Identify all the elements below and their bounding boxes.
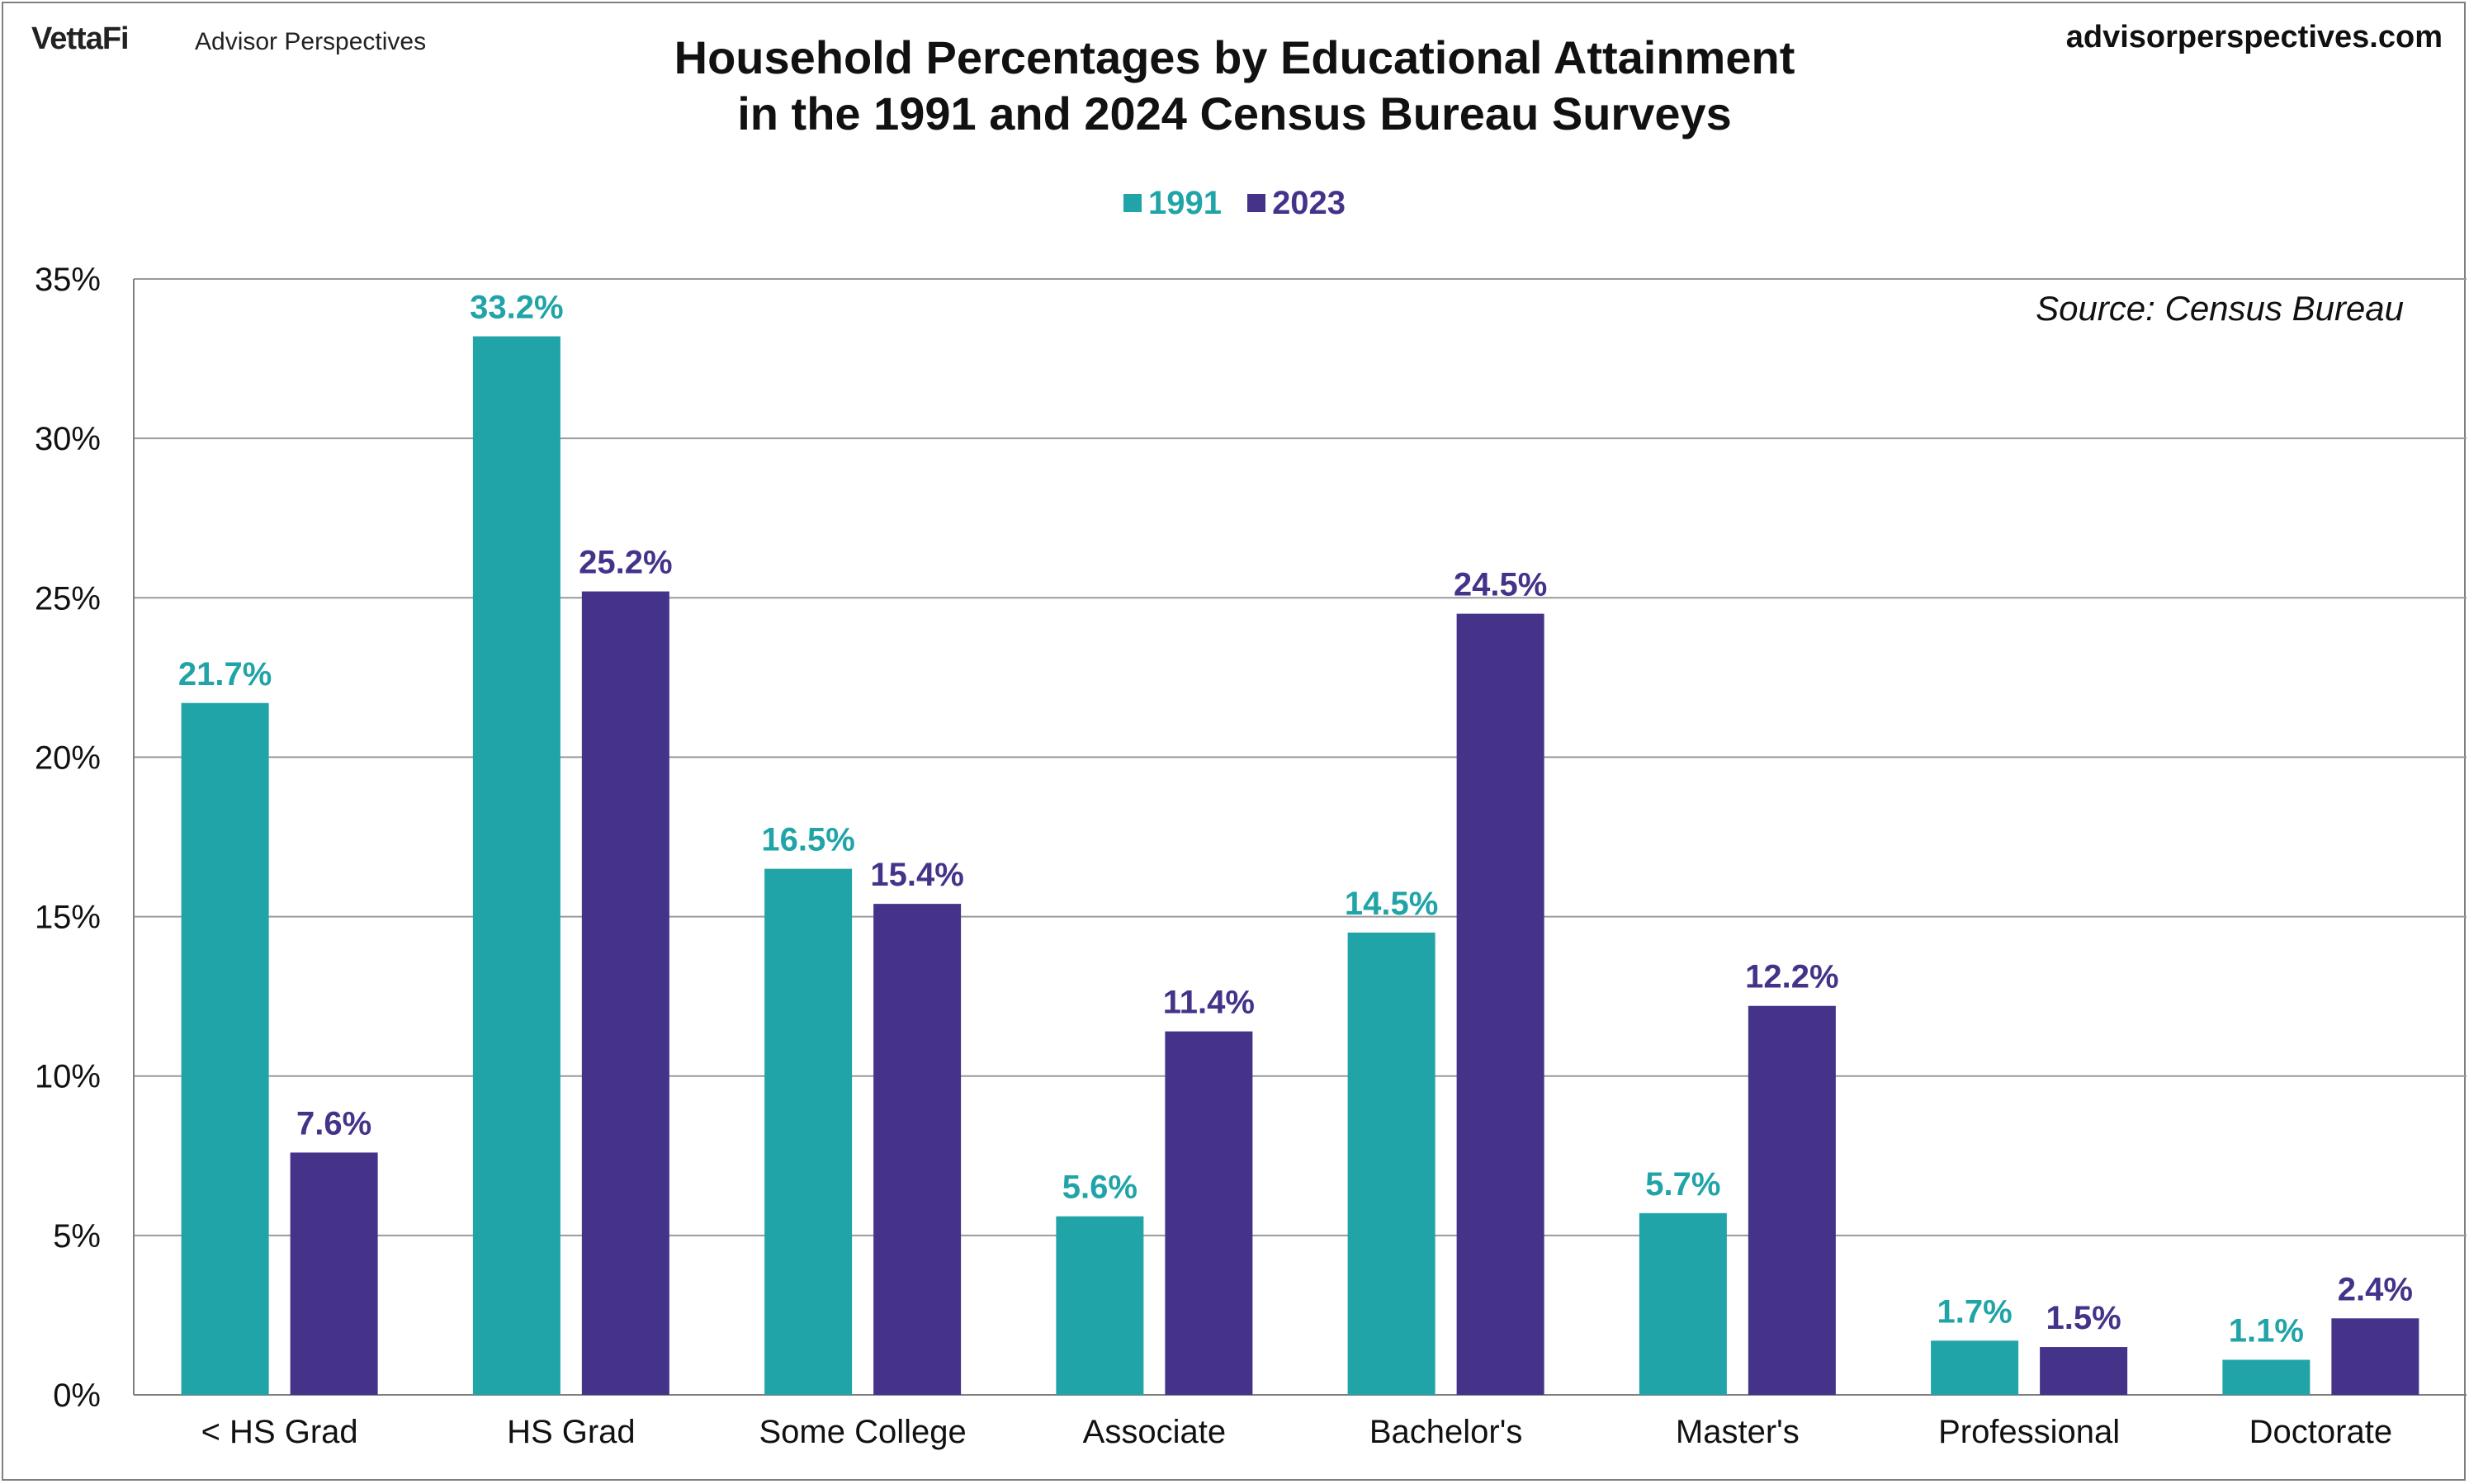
data-label-1991: 16.5% (761, 822, 854, 858)
data-label-2023: 7.6% (296, 1105, 371, 1141)
x-tick-label: HS Grad (507, 1414, 636, 1450)
bar-1991 (1639, 1212, 1727, 1395)
x-tick-label: Associate (1083, 1414, 1226, 1450)
bar-1991 (764, 868, 853, 1395)
bar-1991 (1347, 932, 1436, 1395)
chart-title-line1: Household Percentages by Educational Att… (674, 31, 1795, 83)
bar-1991 (472, 336, 560, 1395)
data-label-2023: 2.4% (2338, 1271, 2413, 1307)
y-tick-label: 20% (35, 740, 101, 776)
y-tick-label: 15% (35, 900, 101, 936)
y-tick-label: 5% (53, 1218, 101, 1255)
data-label-1991: 21.7% (178, 656, 272, 692)
y-tick-label: 25% (35, 580, 101, 617)
bar-2023 (2331, 1318, 2419, 1395)
bars (181, 336, 2419, 1395)
x-tick-label: Bachelor's (1369, 1414, 1523, 1450)
legend-label-2023: 2023 (1272, 184, 1346, 221)
bar-2023 (873, 904, 962, 1395)
data-label-1991: 1.1% (2229, 1313, 2304, 1349)
bar-2023 (1456, 613, 1544, 1395)
legend-label-1991: 1991 (1147, 184, 1222, 221)
bar-1991 (2222, 1359, 2311, 1395)
chart-title-line2: in the 1991 and 2024 Census Bureau Surve… (737, 87, 1732, 139)
bar-2023 (1748, 1005, 1836, 1395)
data-label-1991: 1.7% (1937, 1293, 2013, 1330)
x-tick-label: Master's (1676, 1414, 1800, 1450)
legend: 1991 2023 (0, 183, 2469, 222)
y-tick-label: 30% (35, 421, 101, 457)
site-url: advisorperspectives.com (2065, 20, 2443, 54)
bar-1991 (181, 702, 269, 1395)
bar-2023 (2040, 1347, 2128, 1395)
x-axis: < HS Grad HS Grad Some College Associate Bac… (201, 1414, 2393, 1450)
data-label-2023: 1.5% (2046, 1300, 2121, 1336)
data-label-1991: 33.2% (470, 290, 563, 326)
y-tick-label: 35% (35, 262, 101, 298)
y-tick-label: 0% (53, 1378, 101, 1414)
data-label-1991: 14.5% (1345, 886, 1438, 922)
legend-swatch-1991 (1123, 194, 1142, 212)
logo-subtitle: Advisor Perspectives (195, 28, 427, 55)
x-tick-label: Doctorate (2249, 1414, 2392, 1450)
vettafi-logo: VettaFi (31, 21, 130, 56)
data-label-2023: 25.2% (579, 545, 672, 581)
x-tick-label: Professional (1938, 1414, 2120, 1450)
data-labels: 21.7% 7.6% 33.2% 25.2% 16.5% 15.4% 5.6% 11.4% 14… (178, 290, 2413, 1349)
bar-2023 (1165, 1031, 1253, 1395)
data-label-2023: 11.4% (1163, 985, 1255, 1021)
legend-swatch-2023 (1247, 194, 1266, 212)
data-label-2023: 15.4% (870, 857, 963, 893)
bar-2023 (581, 591, 669, 1395)
data-label-1991: 5.6% (1062, 1170, 1138, 1206)
source-annotation: Source: Census Bureau (2036, 289, 2404, 328)
data-label-2023: 12.2% (1745, 959, 1838, 995)
bar-1991 (1931, 1340, 2019, 1395)
bar-2023 (290, 1152, 378, 1395)
legend-item-1991: 1991 (1123, 185, 1222, 222)
x-tick-label: Some College (759, 1414, 967, 1450)
data-label-2023: 24.5% (1454, 567, 1547, 603)
y-tick-label: 10% (35, 1059, 101, 1095)
bar-1991 (1056, 1216, 1144, 1395)
legend-item-2023: 2023 (1247, 185, 1346, 222)
x-tick-label: < HS Grad (201, 1414, 358, 1450)
y-axis: 0% 5% 10% 15% 20% 25% 30% 35% (35, 262, 101, 1414)
data-label-1991: 5.7% (1645, 1166, 1720, 1203)
